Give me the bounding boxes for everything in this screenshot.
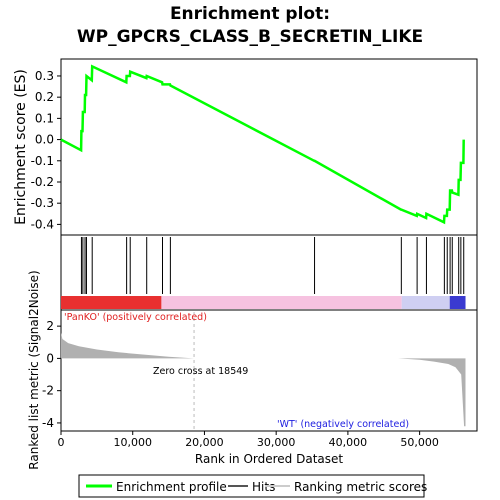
negative-correlation-label: 'WT' (negatively correlated)	[277, 419, 409, 430]
x-tick-label: 0	[58, 436, 65, 449]
gradient-segment	[401, 296, 450, 309]
x-tick-label: 40,000	[329, 436, 368, 449]
es-y-tick-label: -0.1	[31, 154, 54, 168]
metric-panel-frame	[60, 309, 478, 432]
enrichment-profile-line	[60, 64, 465, 225]
zero-cross-label: Zero cross at 18549	[153, 366, 248, 377]
es-y-tick-label: -0.4	[31, 217, 54, 231]
x-tick-label: 20,000	[185, 436, 224, 449]
metric-y-tick-label: 0	[46, 351, 54, 365]
metric-y-axis: 2 0 -2 -4	[42, 319, 61, 430]
x-axis-label: Rank in Ordered Dataset	[195, 452, 343, 466]
x-tick-label: 10,000	[113, 436, 152, 449]
legend-metric-label: Ranking metric scores	[294, 480, 427, 494]
es-y-tick-label: 0.0	[35, 133, 54, 147]
x-tick-label: 50,000	[400, 436, 439, 449]
es-y-tick-label: -0.2	[31, 175, 54, 189]
metric-y-axis-label: Ranked list metric (Signal2Noise)	[27, 270, 41, 469]
es-y-axis: 0.3 0.2 0.1 0.0 -0.1 -0.2 -0.3 -0.4	[31, 69, 61, 231]
es-y-tick-label: 0.1	[35, 111, 54, 125]
gradient-segment	[61, 296, 162, 309]
metric-y-tick-label: -2	[42, 384, 54, 398]
gradient-segment	[449, 296, 466, 309]
es-y-tick-label: 0.2	[35, 90, 54, 104]
x-axis: 0 10,000 20,000 30,000 40,000 50,000	[58, 431, 439, 449]
hits-marks	[80, 237, 465, 294]
es-panel-frame	[60, 58, 478, 236]
es-y-axis-label: Enrichment score (ES)	[13, 69, 29, 225]
es-y-tick-label: -0.3	[31, 196, 54, 210]
x-tick-label: 30,000	[257, 436, 296, 449]
gradient-segment	[161, 296, 402, 309]
es-y-tick-label: 0.3	[35, 69, 54, 83]
chart-subtitle: WP_GPCRS_CLASS_B_SECRETIN_LIKE	[77, 27, 423, 47]
chart-title: Enrichment plot:	[170, 4, 330, 24]
positive-correlation-label: 'PanKO' (positively correlated)	[64, 312, 207, 323]
legend-box	[78, 474, 425, 498]
correlation-gradient-bar	[61, 296, 466, 309]
legend-hits-label: Hits	[252, 480, 275, 494]
metric-y-tick-label: 2	[46, 319, 54, 333]
metric-y-tick-label: -4	[42, 416, 54, 430]
legend-enrichment-label: Enrichment profile	[116, 480, 227, 494]
